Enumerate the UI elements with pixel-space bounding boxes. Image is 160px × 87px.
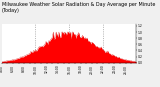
Text: Milwaukee Weather Solar Radiation & Day Average per Minute (Today): Milwaukee Weather Solar Radiation & Day … [2,2,155,13]
